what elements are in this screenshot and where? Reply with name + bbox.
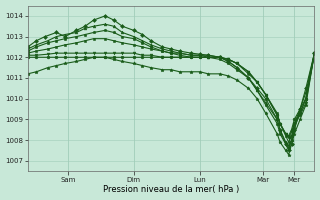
X-axis label: Pression niveau de la mer( hPa ): Pression niveau de la mer( hPa ) — [103, 185, 239, 194]
